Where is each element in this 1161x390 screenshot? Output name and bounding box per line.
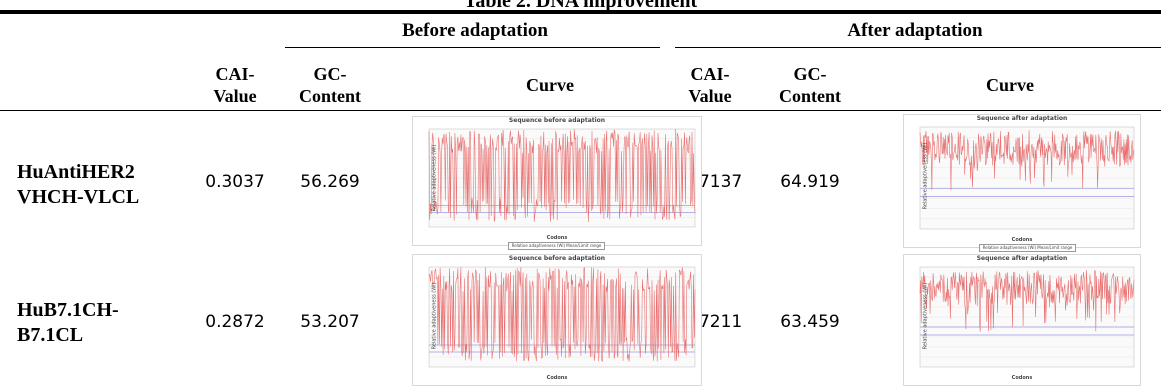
cai-before-2: 0.2872 [205, 312, 265, 332]
plot-xlabel: Codons [546, 375, 568, 381]
gc-before-2: 53.207 [300, 312, 360, 332]
col-header-gc-after: GC- Content [779, 64, 841, 106]
cai-before-1: 0.3037 [205, 172, 265, 192]
adaptiveness-series [428, 128, 696, 223]
group-header-after: After adaptation [847, 20, 983, 41]
gc-after-1: 64.919 [780, 172, 840, 192]
plot-title: Sequence after adaptation [976, 255, 1068, 262]
col-header-curve-before: Curve [526, 75, 574, 95]
curve-plot-before-1: Sequence before adaptation Relative adap… [412, 116, 702, 250]
curve-svg-before-1 [428, 128, 696, 228]
group-header-before: Before adaptation [402, 20, 548, 41]
adaptiveness-series [919, 269, 1135, 332]
plot-ylabel: Relative adaptiveness (Wi) [922, 142, 929, 210]
curve-svg-after-2 [919, 266, 1135, 368]
plot-xlabel: Codons [1011, 375, 1033, 381]
plot-title: Sequence before adaptation [508, 117, 606, 124]
col-header-gc-before: GC- Content [299, 64, 361, 106]
adaptiveness-series [919, 130, 1135, 191]
gc-after-2: 63.459 [780, 312, 840, 332]
header-rule [0, 110, 1161, 111]
row-name-1: HuAntiHER2 VHCH-VLCL [17, 161, 140, 208]
row-name-2: HuB7.1CH- B7.1CL [17, 299, 119, 346]
col-header-cai-before: CAI- Value [213, 64, 257, 106]
curve-svg-before-2 [428, 266, 696, 368]
plot-xlabel: Codons [1011, 237, 1033, 243]
plot-legend: Relative adaptiveness (Wi) Mean/Limit ra… [979, 244, 1076, 252]
top-rule [0, 10, 1161, 14]
plot-legend: Relative adaptiveness (Wi) Mean/Limit ra… [508, 242, 605, 250]
gc-before-1: 56.269 [300, 172, 360, 192]
curve-plot-after-2: Sequence after adaptation Relative adapt… [903, 254, 1141, 386]
group-rule-after [675, 47, 1161, 48]
plot-ylabel: Relative adaptiveness (Wi) [431, 144, 438, 212]
plot-title: Sequence after adaptation [976, 115, 1068, 122]
table-title: Table 2. DNA improvement [463, 0, 698, 12]
curve-plot-before-2: Sequence before adaptation Relative adap… [412, 254, 702, 386]
plot-ylabel: Relative adaptiveness (Wi) [922, 282, 929, 350]
adaptiveness-series [428, 267, 696, 363]
group-rule-before [285, 47, 660, 48]
col-header-curve-after: Curve [986, 75, 1034, 95]
plot-ylabel: Relative adaptiveness (Wi) [431, 282, 438, 350]
col-header-cai-after: CAI- Value [688, 64, 732, 106]
plot-xlabel: Codons [546, 235, 568, 241]
curve-svg-after-1 [919, 126, 1135, 230]
curve-plot-after-1: Sequence after adaptation Relative adapt… [903, 114, 1141, 252]
plot-title: Sequence before adaptation [508, 255, 606, 262]
